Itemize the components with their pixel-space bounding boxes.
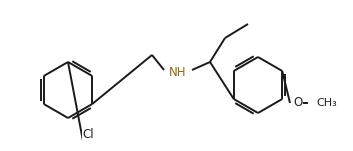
Text: Cl: Cl xyxy=(82,129,94,141)
Text: NH: NH xyxy=(169,66,187,79)
Text: CH₃: CH₃ xyxy=(316,98,337,108)
Text: O: O xyxy=(293,96,303,109)
